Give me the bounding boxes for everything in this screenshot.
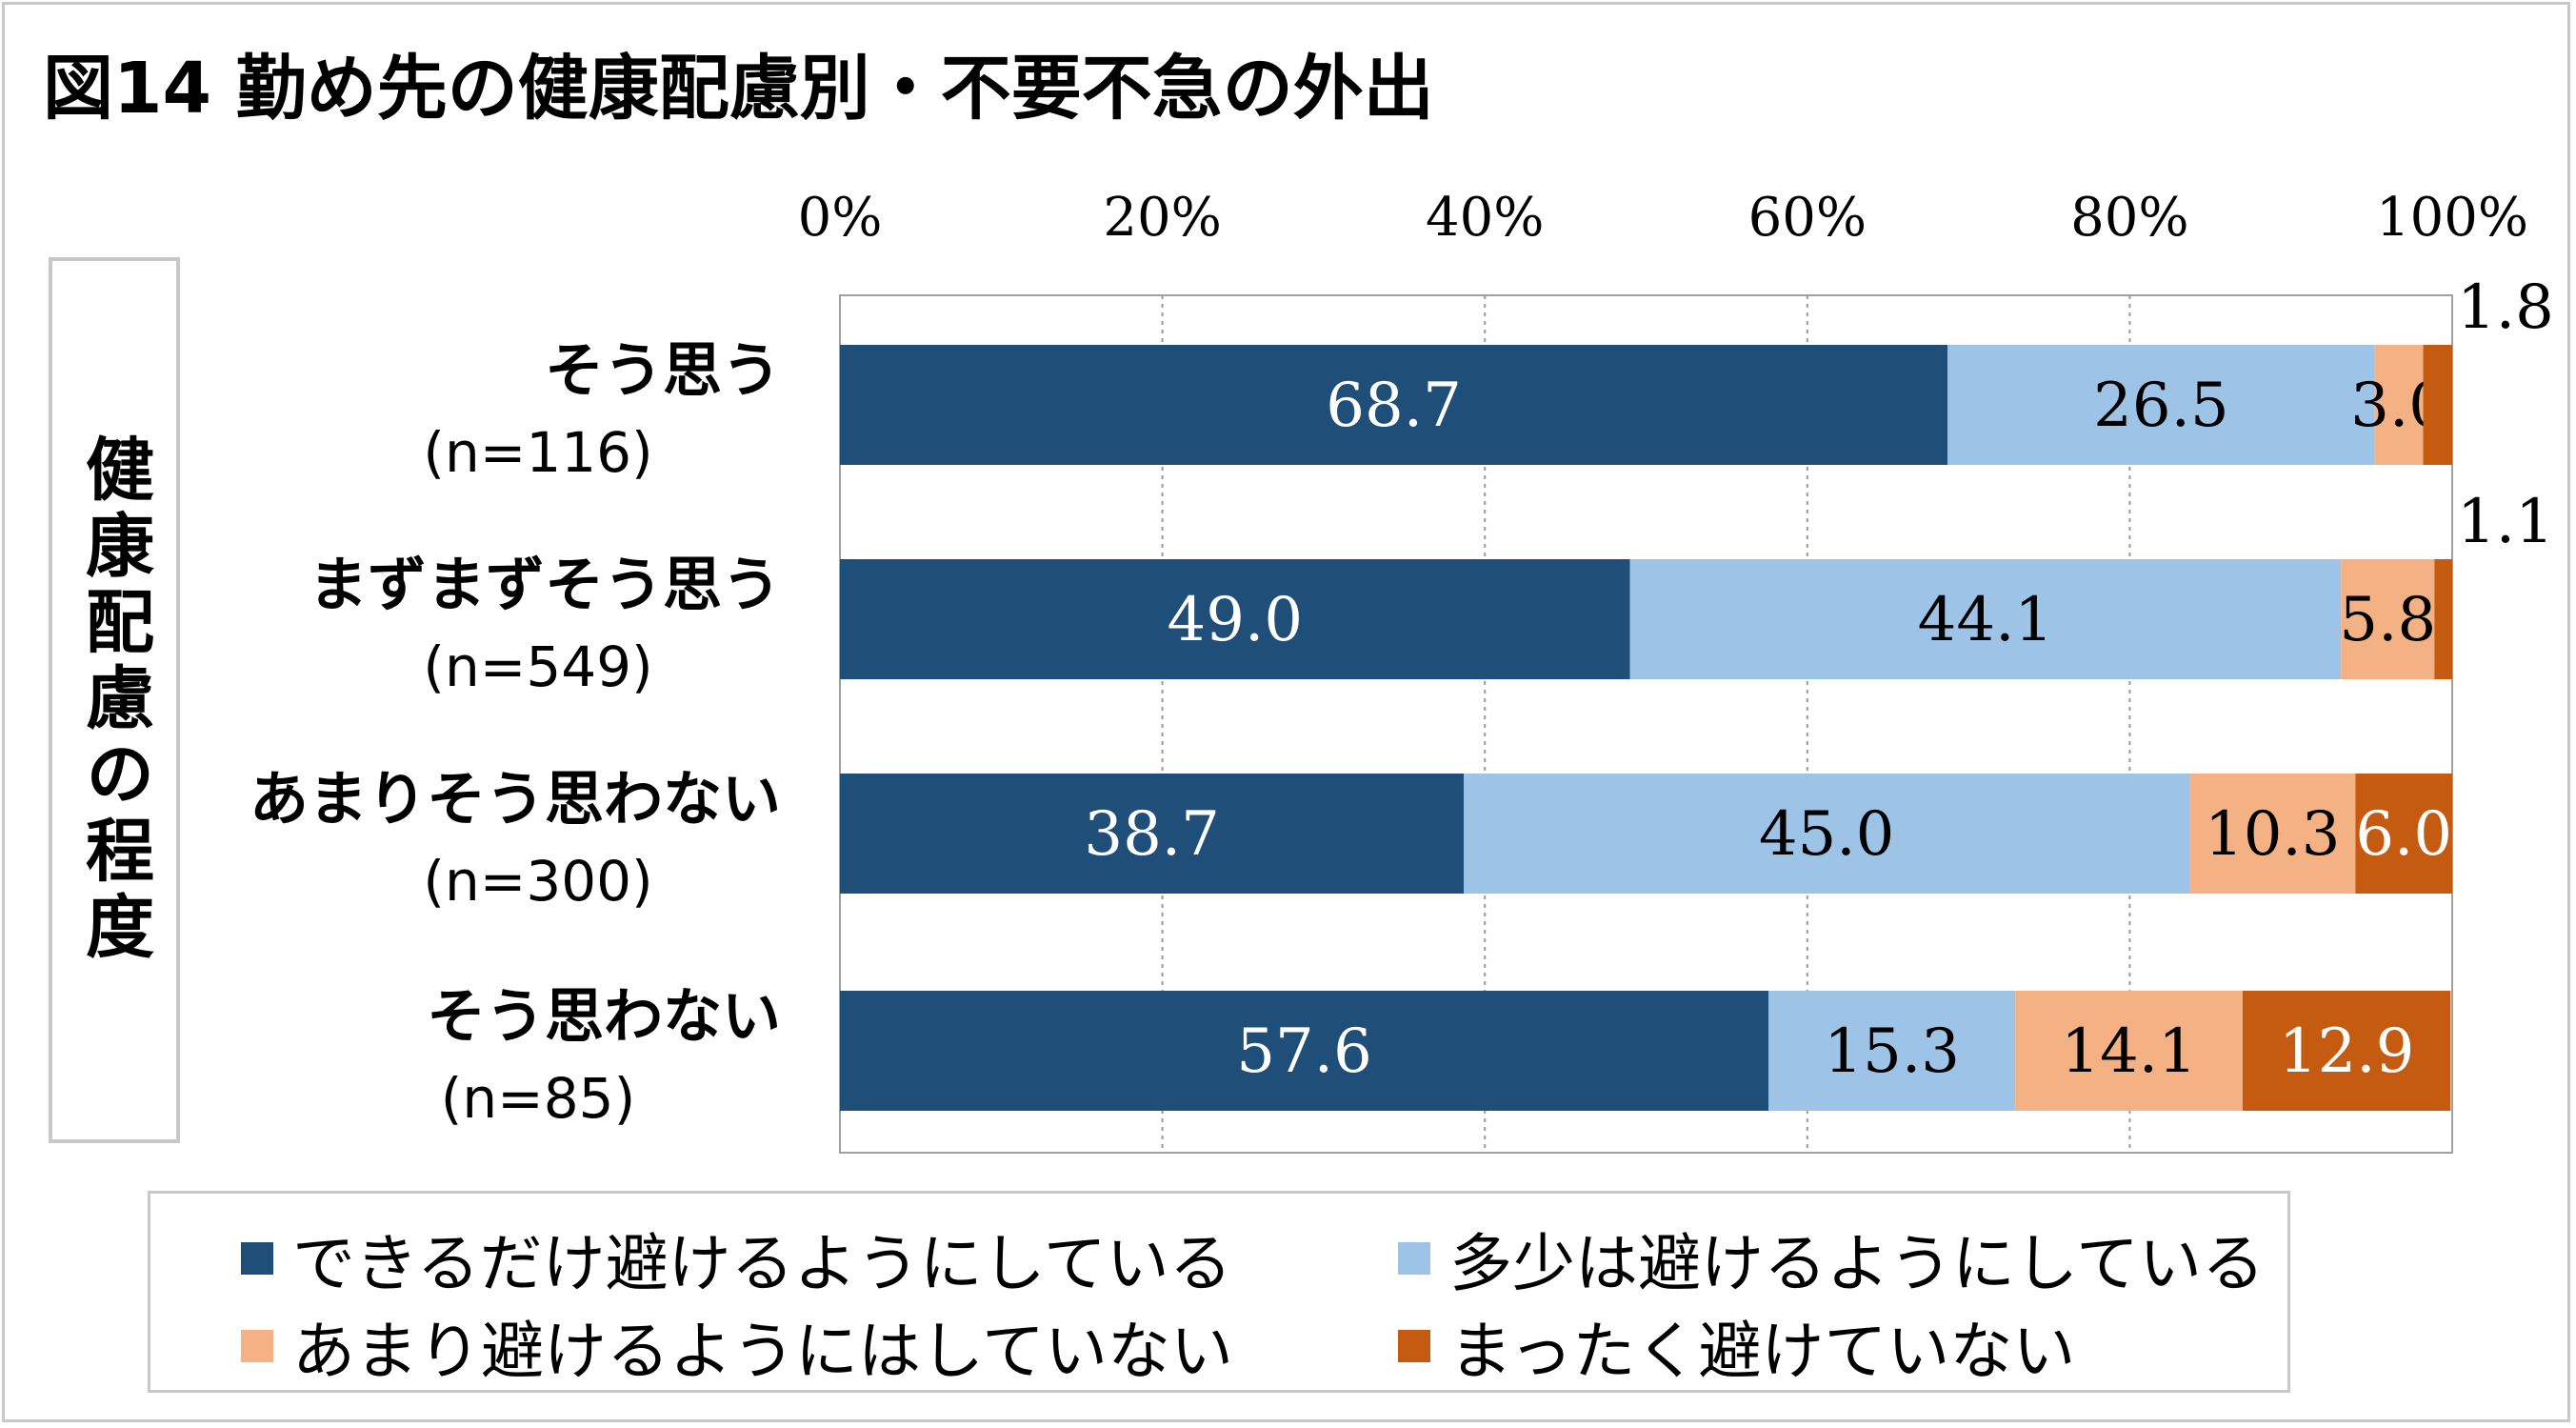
category-n-label: (n=300) [423,849,652,914]
bar-segment [1629,559,2342,679]
legend-label: まったく避けていない [1449,1315,2076,1388]
category-n-label: (n=116) [423,420,652,485]
legend-swatch [1398,1242,1430,1275]
bar-segment [1947,345,2375,465]
legend: できるだけ避けるようにしている 多少は避けるようにしている あまり避けるようには… [148,1191,2290,1393]
legend-item: 多少は避けるようにしている [1398,1213,2265,1304]
legend-item: できるだけ避けるようにしている [241,1213,1232,1304]
legend-item: あまり避けるようにはしていない [241,1300,1233,1392]
bar-segment [1464,774,2190,894]
legend-swatch [1398,1330,1430,1362]
data-label: 57.6 [1236,1016,1372,1087]
legend-label: できるだけ避けるようにしている [292,1227,1232,1300]
category-n-label: (n=85) [441,1066,635,1131]
category-n-label: (n=549) [423,634,652,699]
data-label: 49.0 [1168,585,1304,655]
bar-segment [2434,559,2452,679]
data-label: 45.0 [1759,799,1895,870]
category-label: あまりそう思わない [250,764,781,834]
x-tick-label: 100% [2376,187,2528,249]
bar-segment [840,559,1630,679]
data-label: 1.8 [2457,272,2554,343]
bar-segment [1768,991,2016,1111]
legend-swatch [241,1330,273,1362]
data-label: 15.3 [1824,1016,1960,1087]
legend-swatch [241,1242,273,1275]
legend-item: まったく避けていない [1398,1300,2075,1392]
legend-label: 多少は避けるようにしている [1449,1227,2266,1300]
y-axis-title-box: 健康配慮の程度 [49,257,180,1143]
data-label: 38.7 [1084,799,1220,870]
chart-title: 図14 勤め先の健康配慮別・不要不急の外出 [43,48,1434,130]
plot-area-border [839,294,2453,1154]
data-label: 12.9 [2279,1016,2415,1087]
category-labels: そう思う (n=116) まずまずそう思う (n=549) あまりそう思わない (n=30… [250,335,781,1131]
data-label: 44.1 [1918,585,2054,655]
data-label: 14.1 [2061,1016,2197,1087]
category-label: そう思わない [427,981,781,1051]
bar-segment [2374,345,2424,465]
x-tick-label: 40% [1426,187,1544,249]
bar-segment [2189,774,2356,894]
data-label: 26.5 [2093,371,2229,441]
x-tick-label: 80% [2070,187,2188,249]
bars: 68.7 26.5 3.01.849.0 44.1 5.81.138.7 45.0 10.3… [840,272,2554,1111]
y-axis-title: 健康配慮の程度 [73,433,154,967]
bar-segment [2341,559,2435,679]
legend-label: あまり避けるようにはしていない [292,1315,1234,1388]
bar-segment [2242,991,2451,1111]
x-tick-labels: 0% 20% 40% 60% 80% 100% [798,187,2528,249]
x-tick-label: 20% [1103,187,1221,249]
data-label: 5.8 [2339,585,2436,655]
data-label: 6.0 [2355,799,2452,870]
bar-segment [840,345,1948,465]
bar-segment [2355,774,2452,894]
bar-segment [2015,991,2243,1111]
x-tick-label: 0% [798,187,883,249]
data-label: 68.7 [1326,371,1462,441]
x-tick-label: 60% [1748,187,1867,249]
data-label: 1.1 [2457,487,2554,557]
stacked-bar-chart: 0% 20% 40% 60% 80% 100% 68.7 26.5 3.01.849.0 44.… [250,187,2554,1154]
bar-segment [2423,345,2452,465]
bar-segment [840,991,1769,1111]
category-label: まずまずそう思う [309,550,781,619]
bar-segment [840,774,1465,894]
data-label: 10.3 [2205,799,2341,870]
category-label: そう思う [545,335,781,405]
